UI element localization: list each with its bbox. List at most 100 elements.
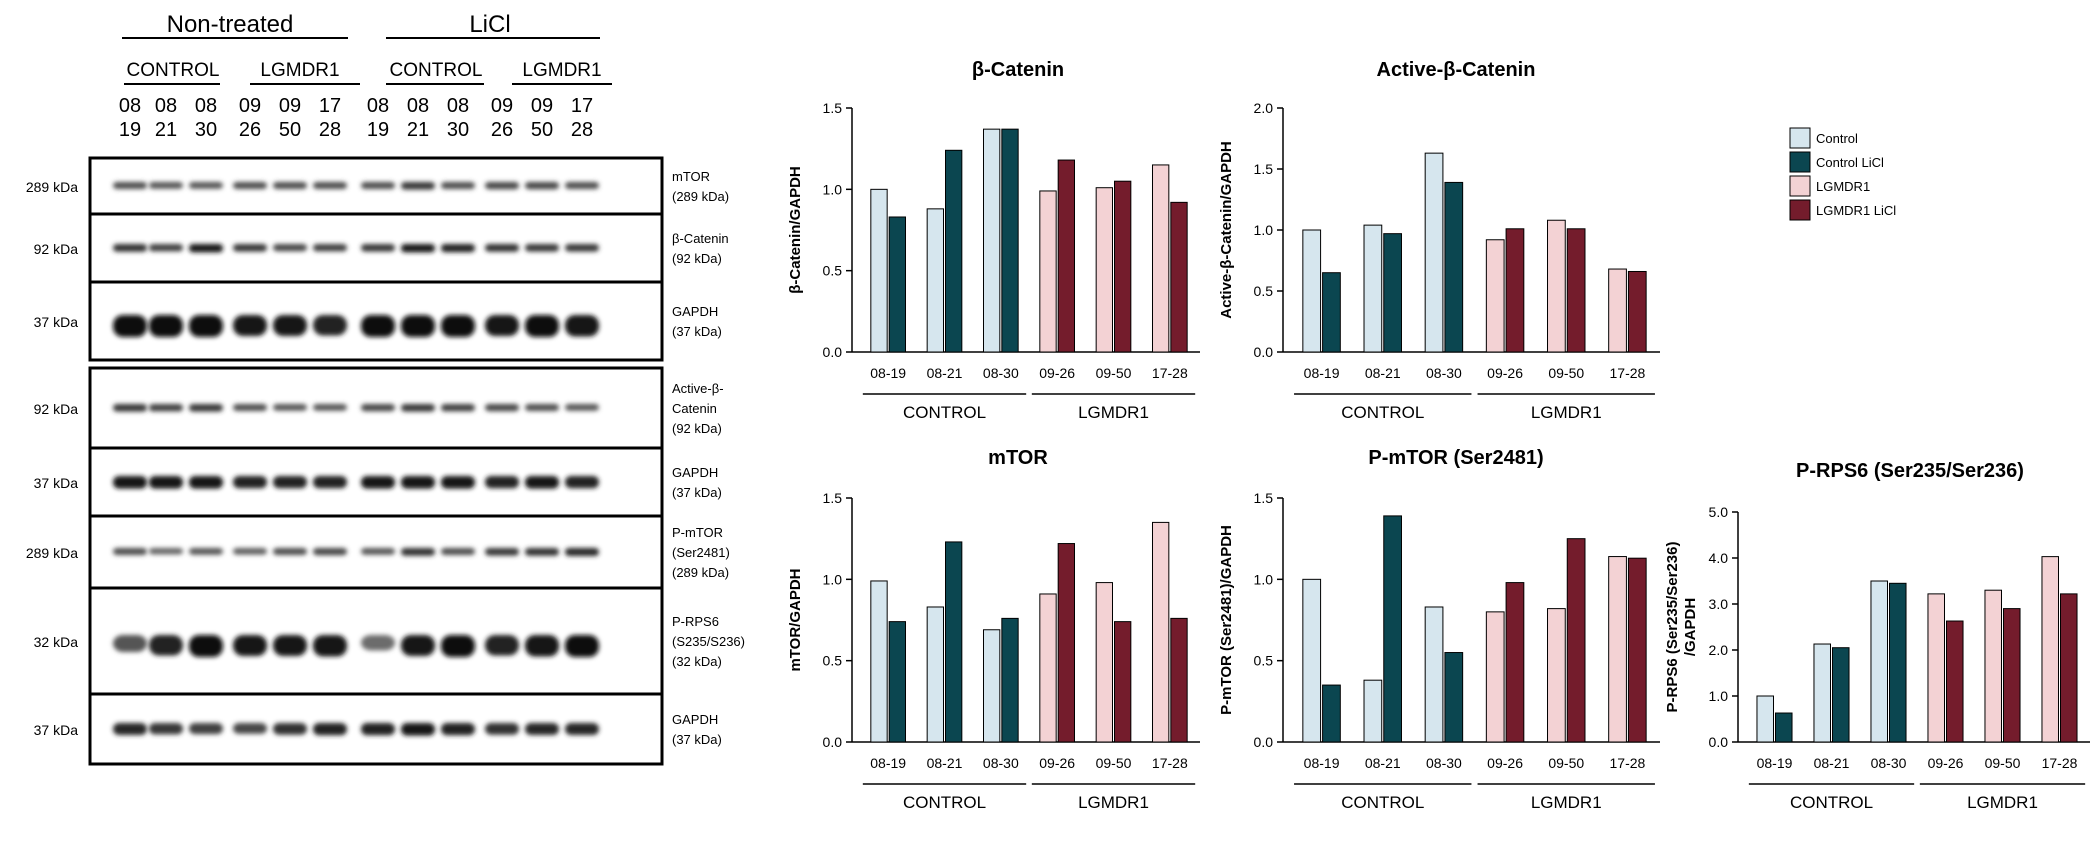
blot-band [565,315,599,337]
bar-untreated-08-21 [926,208,944,353]
bar-licl-08-21 [1832,647,1850,743]
lane-label-bottom: 28 [319,119,341,141]
blot-band [313,315,347,336]
x-tick-label: 08-30 [1426,365,1462,381]
blot-band [273,548,307,555]
bar-untreated-08-19 [870,580,888,743]
chart-title: P-mTOR (Ser2481) [1368,447,1543,469]
blot-band [273,635,307,656]
blot-protein-label: GAPDH [672,712,718,727]
y-tick-label: 1.0 [1709,688,1729,704]
blot-band [189,244,223,253]
lane-label-bottom: 28 [571,119,593,141]
legend-swatch [1789,151,1811,173]
y-tick-label: 1.5 [823,100,843,116]
chart-title: P-RPS6 (Ser235/Ser236) [1796,460,2024,482]
blot-protein-label: β-Catenin [672,231,729,246]
blot-band [485,548,519,556]
bar-licl-17-28 [1627,270,1647,353]
blot-band [273,315,307,336]
blot-protein-label: Active-β- [672,381,724,396]
chart-title: mTOR [988,447,1048,469]
bar-untreated-17-28 [1151,164,1170,353]
x-tick-label: 08-21 [1365,365,1401,381]
bar-untreated-09-50 [1547,219,1566,353]
group-label-control: CONTROL [1790,793,1873,812]
bar-licl-08-19 [888,621,907,743]
bar-licl-08-19 [888,216,907,353]
bar-untreated-17-28 [1151,521,1170,743]
bar-licl-08-19 [1775,712,1793,743]
molecular-weight-label: 92 kDa [34,401,79,417]
y-axis-label: mTOR/GAPDH [787,568,804,671]
bar-untreated-08-21 [1363,224,1383,353]
blot-panel: 289 kDa P-mTOR (Ser2481) (289 kDa) [26,514,730,590]
x-tick-label: 09-26 [1039,755,1075,771]
bar-licl-09-26 [1505,582,1525,743]
blot-band [441,404,475,412]
bar-licl-09-26 [1505,228,1525,353]
blot-panels: 289 kDa mTOR (289 kDa) 92 kDa β-Catenin (92 k… [26,156,745,766]
group-label-licl: LiCl [469,11,510,38]
x-tick-label: 08-19 [870,755,906,771]
blot-protein-label: (92 kDa) [672,421,722,436]
subgroup-label: CONTROL [390,60,483,81]
lane-label-top: 09 [491,95,513,117]
blot-band [361,244,395,252]
blot-band [401,404,435,412]
legend-label: LGMDR1 LiCl [1816,203,1896,218]
blot-band [565,635,599,657]
x-tick-label: 09-26 [1928,755,1964,771]
bar-untreated-08-21 [1363,679,1383,743]
blot-band [313,635,347,657]
lane-label-top: 08 [447,95,469,117]
lane-label-bottom: 30 [447,119,469,141]
chart-3: mTOR 0.0 0.5 1.0 1.5 mTOR/GAPDH 08-19 08-21 08-3… [787,447,1200,812]
bar-untreated-17-28 [2041,556,2059,743]
blot-band [485,635,519,656]
blot-band [113,476,147,489]
blot-panel: 37 kDa GAPDH (37 kDa) [34,692,722,766]
bar-licl-09-50 [1114,180,1132,353]
blot-band [273,404,307,411]
x-tick-label: 08-30 [1426,755,1462,771]
blot-band [441,548,475,555]
chart-1: β-Catenin 0.0 0.5 1.0 1.5 β-Catenin/GAPDH 08-1… [787,59,1200,422]
blot-band [313,548,347,556]
group-label-control: CONTROL [903,793,986,812]
bar-licl-08-21 [1383,233,1402,353]
blot-band [233,315,267,336]
blot-band [273,244,307,252]
blot-band [273,182,307,189]
lane-label-top: 17 [319,95,341,117]
blot-protein-label: GAPDH [672,304,718,319]
bar-untreated-08-21 [1813,643,1831,743]
y-tick-label: 1.5 [823,490,843,506]
bar-licl-08-21 [1383,515,1402,743]
blot-band [149,244,183,252]
legend-label: LGMDR1 [1816,179,1870,194]
bar-untreated-09-26 [1485,239,1505,353]
x-tick-label: 08-21 [1814,755,1850,771]
blot-band [313,182,347,189]
bar-licl-08-19 [1322,272,1341,353]
y-tick-label: 1.0 [823,571,843,587]
blot-band [525,315,559,337]
blot-band [233,723,267,734]
x-tick-label: 08-21 [927,365,963,381]
blot-band [565,476,599,489]
legend-swatch [1789,175,1811,197]
chart-title: β-Catenin [972,59,1064,81]
lane-label-top: 08 [407,95,429,117]
blot-band [113,723,147,735]
blot-band [233,635,267,656]
bar-untreated-08-19 [1756,695,1774,743]
x-tick-label: 09-26 [1487,365,1523,381]
bar-untreated-17-28 [1608,268,1627,353]
blot-band [233,476,267,489]
lane-label-bottom: 26 [491,119,513,141]
lane-label-bottom: 19 [367,119,389,141]
blot-band [401,244,435,253]
bar-untreated-08-30 [1424,152,1444,353]
lane-label-top: 09 [239,95,261,117]
